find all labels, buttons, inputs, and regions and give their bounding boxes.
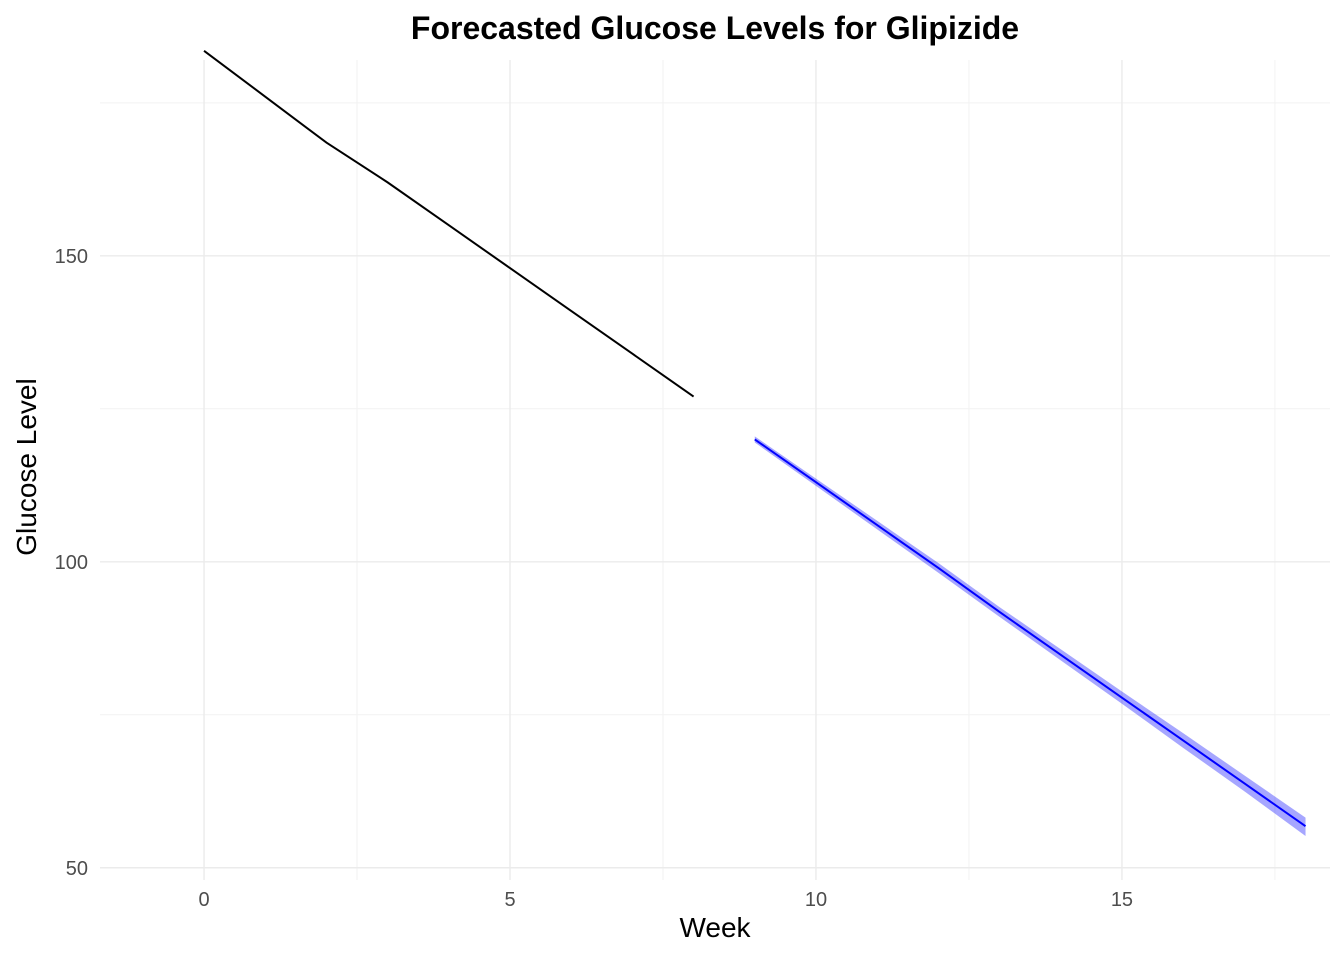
- y-axis-label: Glucose Level: [11, 378, 43, 555]
- x-tick-label: 10: [805, 889, 827, 911]
- x-tick-label: 15: [1111, 889, 1133, 911]
- y-tick-label: 150: [55, 246, 88, 268]
- y-tick-label: 50: [66, 858, 88, 880]
- forecast-line: [755, 439, 1306, 826]
- x-tick-label: 0: [198, 889, 209, 911]
- y-tick-label: 100: [55, 552, 88, 574]
- x-axis-label: Week: [0, 912, 1344, 944]
- x-tick-label: 5: [504, 889, 515, 911]
